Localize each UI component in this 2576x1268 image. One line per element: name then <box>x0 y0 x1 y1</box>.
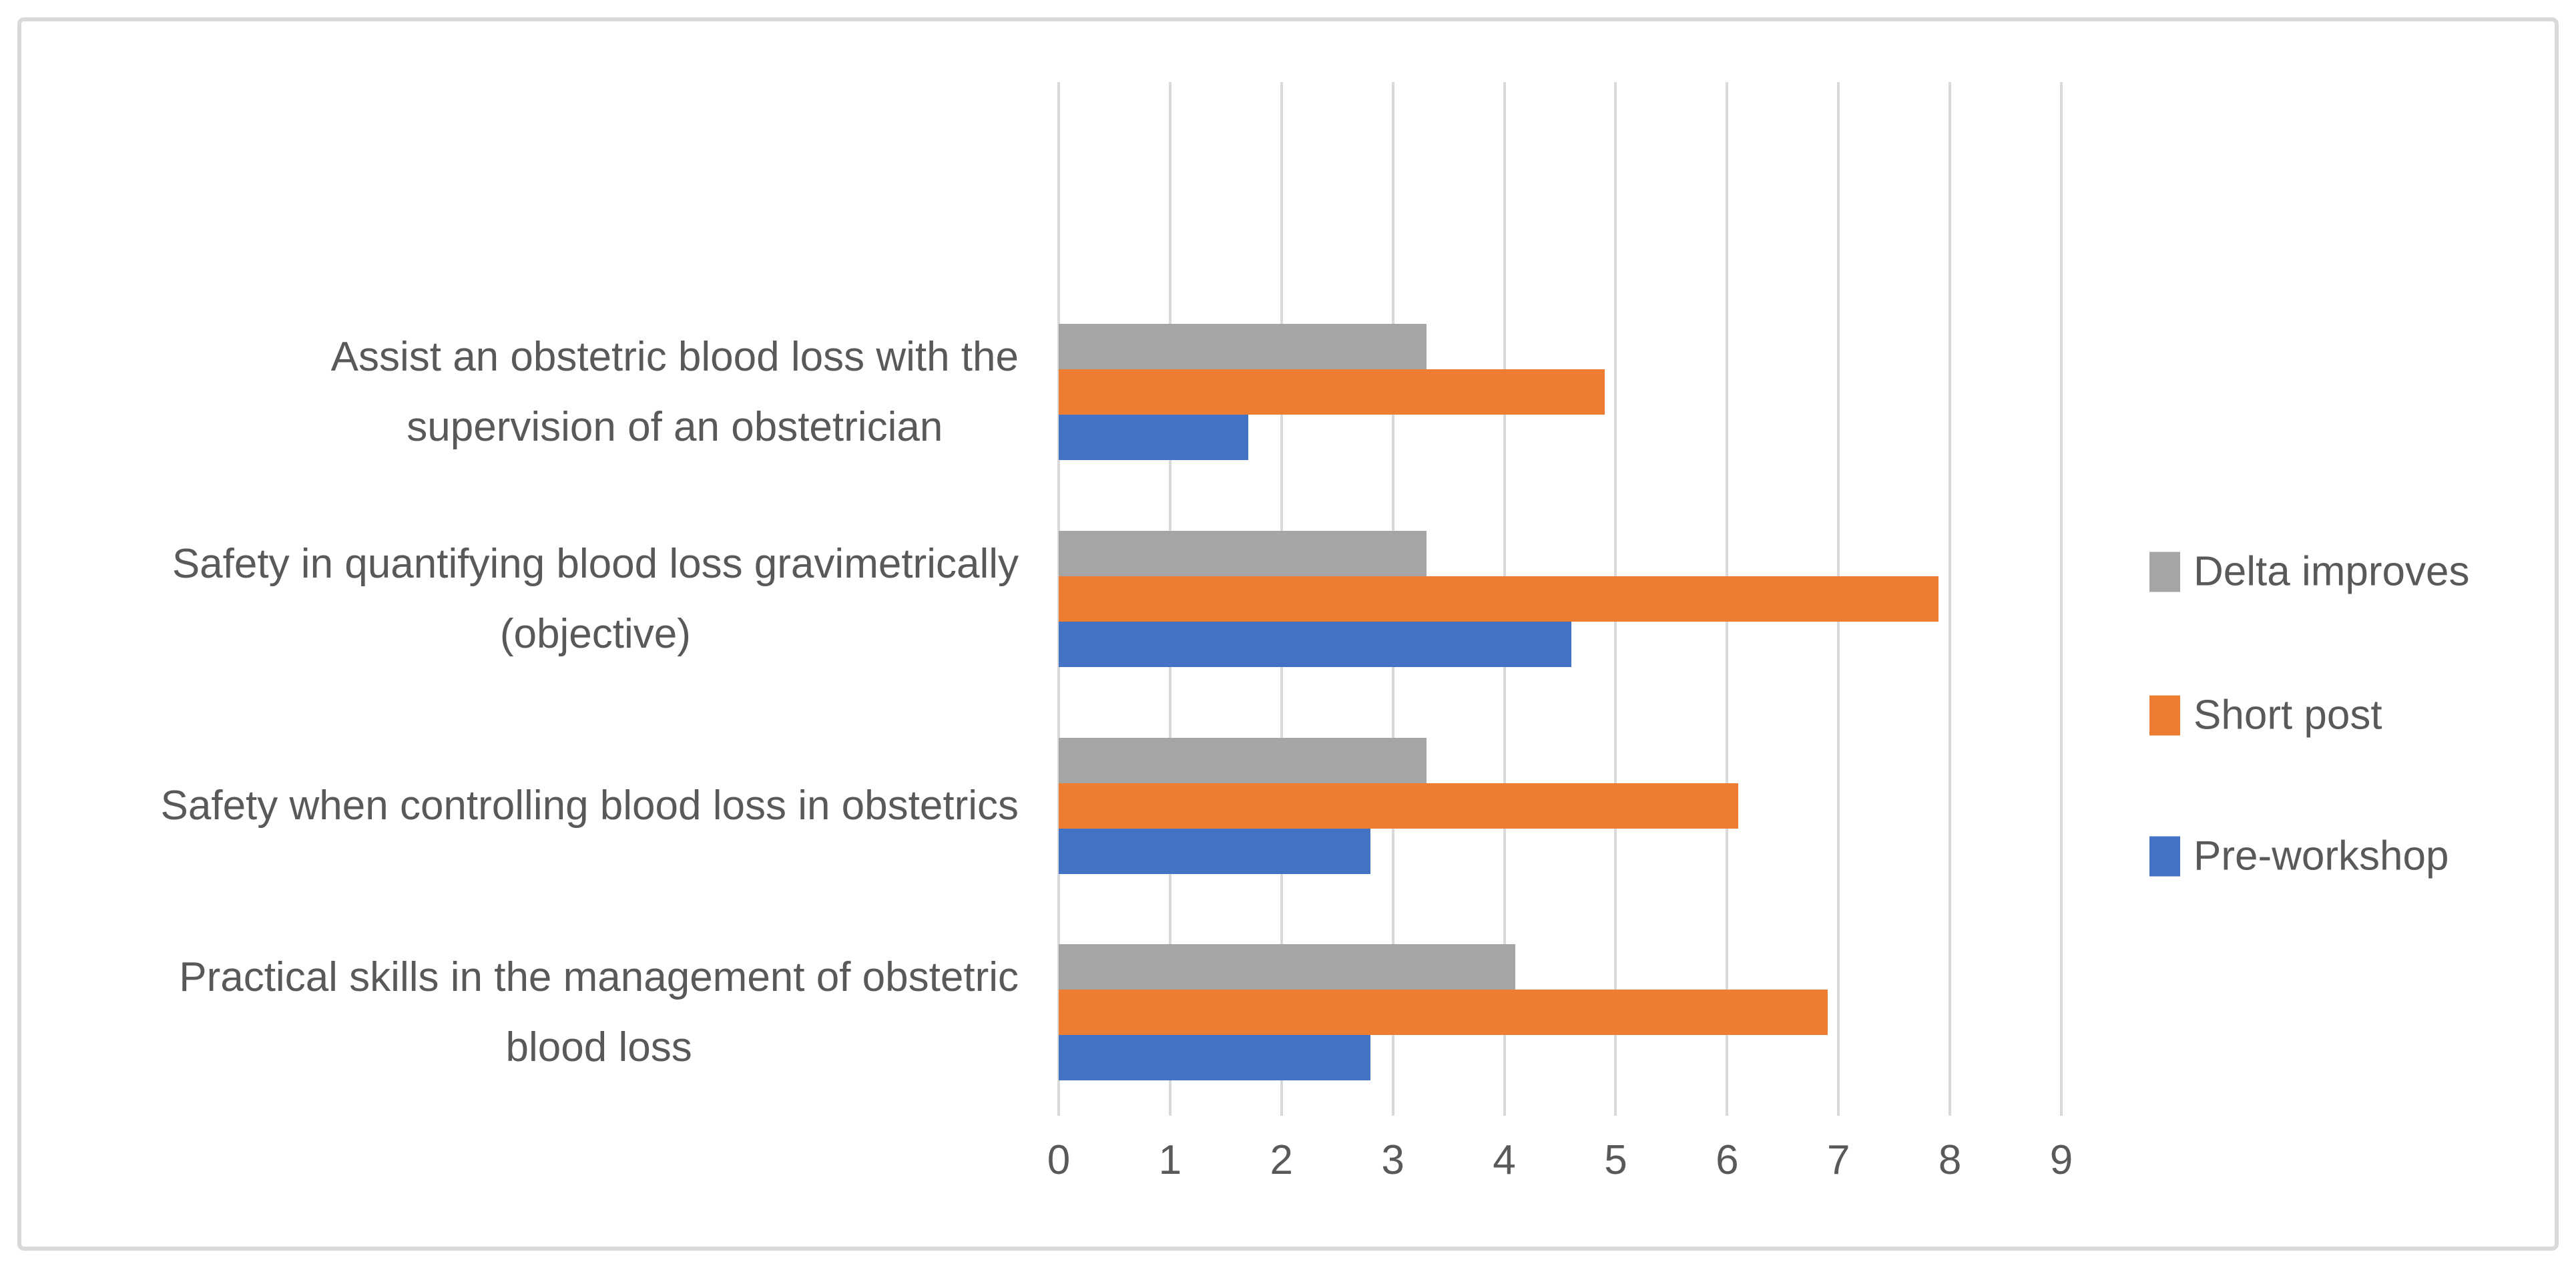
legend-swatch <box>2149 836 2180 876</box>
legend-swatch <box>2149 695 2180 735</box>
legend-label: Delta improves <box>2194 548 2470 595</box>
bar-delta-improves <box>1059 944 1516 990</box>
category-label-row: Safety when controlling blood loss in ob… <box>40 702 1039 909</box>
x-tick-label: 0 <box>1047 1137 1071 1183</box>
category-label: Safety in quantifying blood loss gravime… <box>172 529 1019 670</box>
x-tick-label: 3 <box>1381 1137 1404 1183</box>
legend-item: Pre-workshop <box>2149 833 2449 880</box>
legend-label: Pre-workshop <box>2194 833 2449 879</box>
bar-pre-workshop <box>1059 828 1371 874</box>
bar-group <box>1059 702 2061 909</box>
bar-pre-workshop <box>1059 415 1248 461</box>
category-label: Practical skills in the management of ob… <box>179 942 1019 1083</box>
x-tick-label: 2 <box>1270 1137 1294 1183</box>
category-label-line: Practical skills in the management of ob… <box>179 954 1019 1000</box>
bar-group <box>1059 289 2061 496</box>
category-label-line: Safety when controlling blood loss in ob… <box>160 782 1019 829</box>
bar-group <box>1059 909 2061 1116</box>
legend-item: Short post <box>2149 692 2382 739</box>
category-label-line: Safety in quantifying blood loss gravime… <box>172 540 1019 587</box>
category-label: Assist an obstetric blood loss with the s… <box>331 322 1019 463</box>
category-label-row: Practical skills in the management of ob… <box>40 909 1039 1116</box>
bar-group <box>1059 495 2061 702</box>
x-tick-label: 8 <box>1938 1137 1962 1183</box>
bars-layer <box>1059 82 2061 1116</box>
value-axis: 0 1 2 3 4 5 6 7 8 9 <box>1047 1136 2073 1223</box>
category-label-line: (objective) <box>499 610 691 657</box>
bar-delta-improves <box>1059 737 1427 783</box>
bar-pre-workshop <box>1059 621 1571 667</box>
category-label: Safety when controlling blood loss in ob… <box>161 771 1019 841</box>
category-label-row: Assist an obstetric blood loss with the s… <box>40 289 1039 496</box>
bar-delta-improves <box>1059 324 1427 370</box>
empty-label-row <box>40 82 1039 289</box>
x-tick-label: 6 <box>1716 1137 1739 1183</box>
bar-short-post <box>1059 990 1828 1036</box>
category-label-row: Safety in quantifying blood loss gravime… <box>40 495 1039 702</box>
bar-short-post <box>1059 369 1605 415</box>
x-tick-label: 7 <box>1826 1137 1850 1183</box>
bar-short-post <box>1059 783 1739 829</box>
bar-short-post <box>1059 576 1939 622</box>
category-label-line: Assist an obstetric blood loss with the <box>330 334 1019 380</box>
x-tick-label: 4 <box>1493 1137 1516 1183</box>
category-axis: Assist an obstetric blood loss with the s… <box>40 82 1039 1116</box>
empty-band <box>1059 82 2061 289</box>
x-tick-label: 9 <box>2049 1137 2073 1183</box>
plot-area <box>1057 82 2063 1116</box>
gridline <box>2060 82 2063 1116</box>
legend-swatch <box>2149 552 2180 592</box>
bar-delta-improves <box>1059 530 1427 576</box>
x-tick-label: 1 <box>1158 1137 1182 1183</box>
category-label-line: supervision of an obstetrician <box>407 404 943 451</box>
bar-pre-workshop <box>1059 1035 1371 1081</box>
x-tick-label: 5 <box>1604 1137 1627 1183</box>
legend-label: Short post <box>2194 692 2382 738</box>
legend-item: Delta improves <box>2149 548 2469 596</box>
gridline <box>1949 82 1952 1116</box>
category-label-line: blood loss <box>505 1024 692 1071</box>
